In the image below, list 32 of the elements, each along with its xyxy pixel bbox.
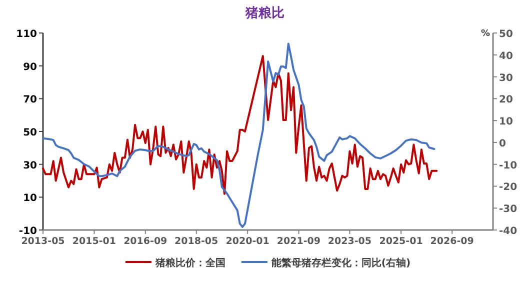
legend-label: 猪粮比价：全国: [154, 257, 226, 269]
x-tick-label: 2013-05: [21, 236, 65, 247]
y-tick-label: 50: [23, 128, 38, 138]
line-series: [42, 42, 436, 228]
y-tick-label: 70: [23, 94, 38, 106]
x-tick-label: 2016-09: [124, 236, 168, 247]
y-tick-label: -10: [18, 226, 38, 237]
x-tick-label: 2018-05: [174, 236, 218, 247]
y2-tick-label: -40: [499, 226, 518, 237]
chart-title: 猪粮比: [244, 5, 284, 21]
x-tick-label: 2015-01: [72, 236, 116, 247]
y2-tick-label: 0: [499, 138, 506, 150]
x-tick-label: 2020-01: [226, 236, 270, 247]
y2-tick-label: 40: [499, 50, 513, 62]
y2-tick-label: 50: [499, 29, 513, 40]
y2-axis-title: %: [480, 29, 490, 39]
y2-tick-label: -20: [499, 182, 518, 194]
legend-label: 能繁母猪存栏变化：同比(右轴): [271, 257, 411, 269]
y-tick-label: 10: [23, 193, 38, 204]
y2-tick-label: 30: [499, 72, 513, 84]
y-tick-label: 90: [23, 62, 38, 73]
y-tick-label: 110: [16, 29, 38, 40]
x-tick-label: 2021-09: [276, 236, 321, 247]
y-tick-label: 30: [23, 160, 38, 172]
x-tick-label: 2026-09: [430, 236, 474, 247]
x-tick-label: 2023-05: [328, 236, 372, 247]
line-series: [42, 54, 438, 195]
y2-tick-label: 20: [499, 94, 513, 106]
y2-tick-label: -30: [499, 204, 518, 216]
y2-tick-label: 10: [499, 116, 513, 128]
y2-tick-label: -10: [499, 160, 518, 172]
x-tick-label: 2025-01: [379, 236, 423, 247]
